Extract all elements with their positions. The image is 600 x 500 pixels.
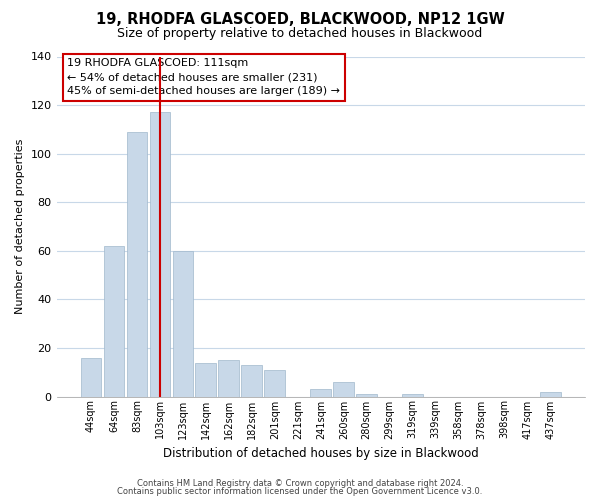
Bar xyxy=(149,112,170,397)
Text: 19 RHODFA GLASCOED: 111sqm
← 54% of detached houses are smaller (231)
45% of sem: 19 RHODFA GLASCOED: 111sqm ← 54% of deta… xyxy=(67,58,340,96)
Text: Contains public sector information licensed under the Open Government Licence v3: Contains public sector information licen… xyxy=(118,487,482,496)
Text: Size of property relative to detached houses in Blackwood: Size of property relative to detached ho… xyxy=(118,28,482,40)
Bar xyxy=(241,365,262,396)
Bar xyxy=(80,358,101,397)
Bar xyxy=(310,389,331,396)
Bar xyxy=(403,394,423,396)
Bar xyxy=(334,382,354,396)
Bar xyxy=(104,246,124,396)
Bar xyxy=(218,360,239,397)
Text: Contains HM Land Registry data © Crown copyright and database right 2024.: Contains HM Land Registry data © Crown c… xyxy=(137,478,463,488)
X-axis label: Distribution of detached houses by size in Blackwood: Distribution of detached houses by size … xyxy=(163,447,479,460)
Bar xyxy=(173,251,193,396)
Bar xyxy=(540,392,561,396)
Bar xyxy=(265,370,285,396)
Bar xyxy=(356,394,377,396)
Text: 19, RHODFA GLASCOED, BLACKWOOD, NP12 1GW: 19, RHODFA GLASCOED, BLACKWOOD, NP12 1GW xyxy=(95,12,505,28)
Bar xyxy=(127,132,147,396)
Bar xyxy=(196,362,216,396)
Y-axis label: Number of detached properties: Number of detached properties xyxy=(15,139,25,314)
